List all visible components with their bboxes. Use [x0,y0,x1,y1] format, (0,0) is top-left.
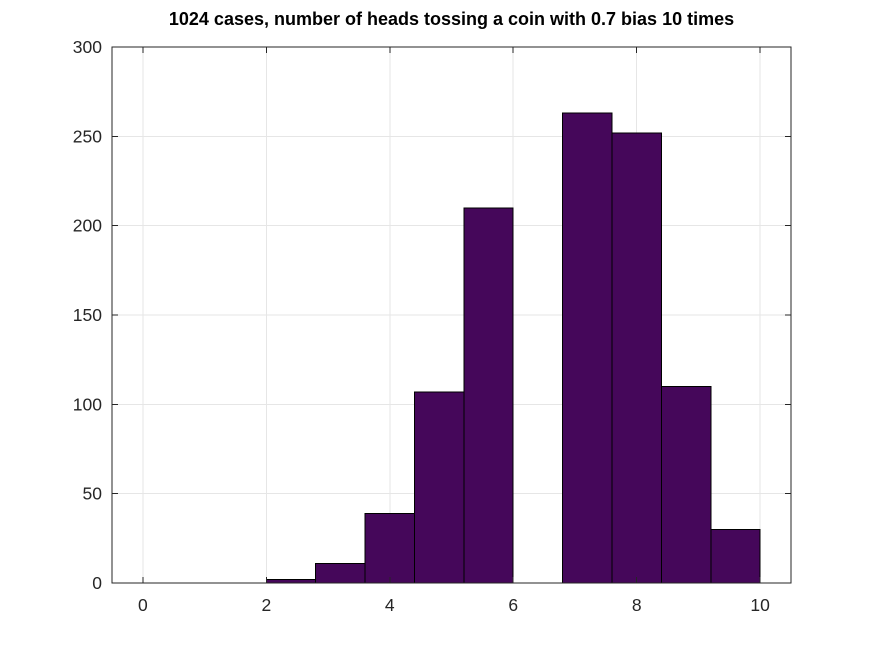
histogram-bar [660,385,712,584]
histogram-bar [710,528,761,584]
x-axis-tick-label: 0 [138,595,148,615]
histogram-bar [413,391,465,584]
y-axis-tick-label: 50 [83,484,103,504]
y-axis-tick-label: 250 [73,126,102,146]
histogram-bar [315,562,366,584]
x-axis-tick-label: 4 [385,595,395,615]
y-axis-tick-label: 0 [92,573,102,593]
histogram-bar [463,207,514,584]
y-axis-tick-labels: 0 50 100 150 200 250 300 [73,37,102,593]
histogram-bar [562,112,613,584]
tick-marks [112,46,791,584]
x-axis-tick-label: 10 [750,595,770,615]
histogram-bar [611,132,662,584]
chart-title: 1024 cases, number of heads tossing a co… [168,9,735,29]
histogram-bar [265,578,317,584]
y-axis-tick-label: 100 [73,394,102,414]
y-axis-tick-label: 150 [73,305,102,325]
x-axis-tick-labels: 0 2 4 6 8 10 [138,595,770,615]
y-axis-tick-label: 200 [73,216,102,236]
bars [265,112,761,584]
histogram-bar [364,512,415,584]
y-axis-tick-label: 300 [73,37,102,57]
x-axis-tick-label: 8 [632,595,642,615]
x-axis-tick-label: 2 [261,595,271,615]
x-axis-tick-label: 6 [508,595,518,615]
